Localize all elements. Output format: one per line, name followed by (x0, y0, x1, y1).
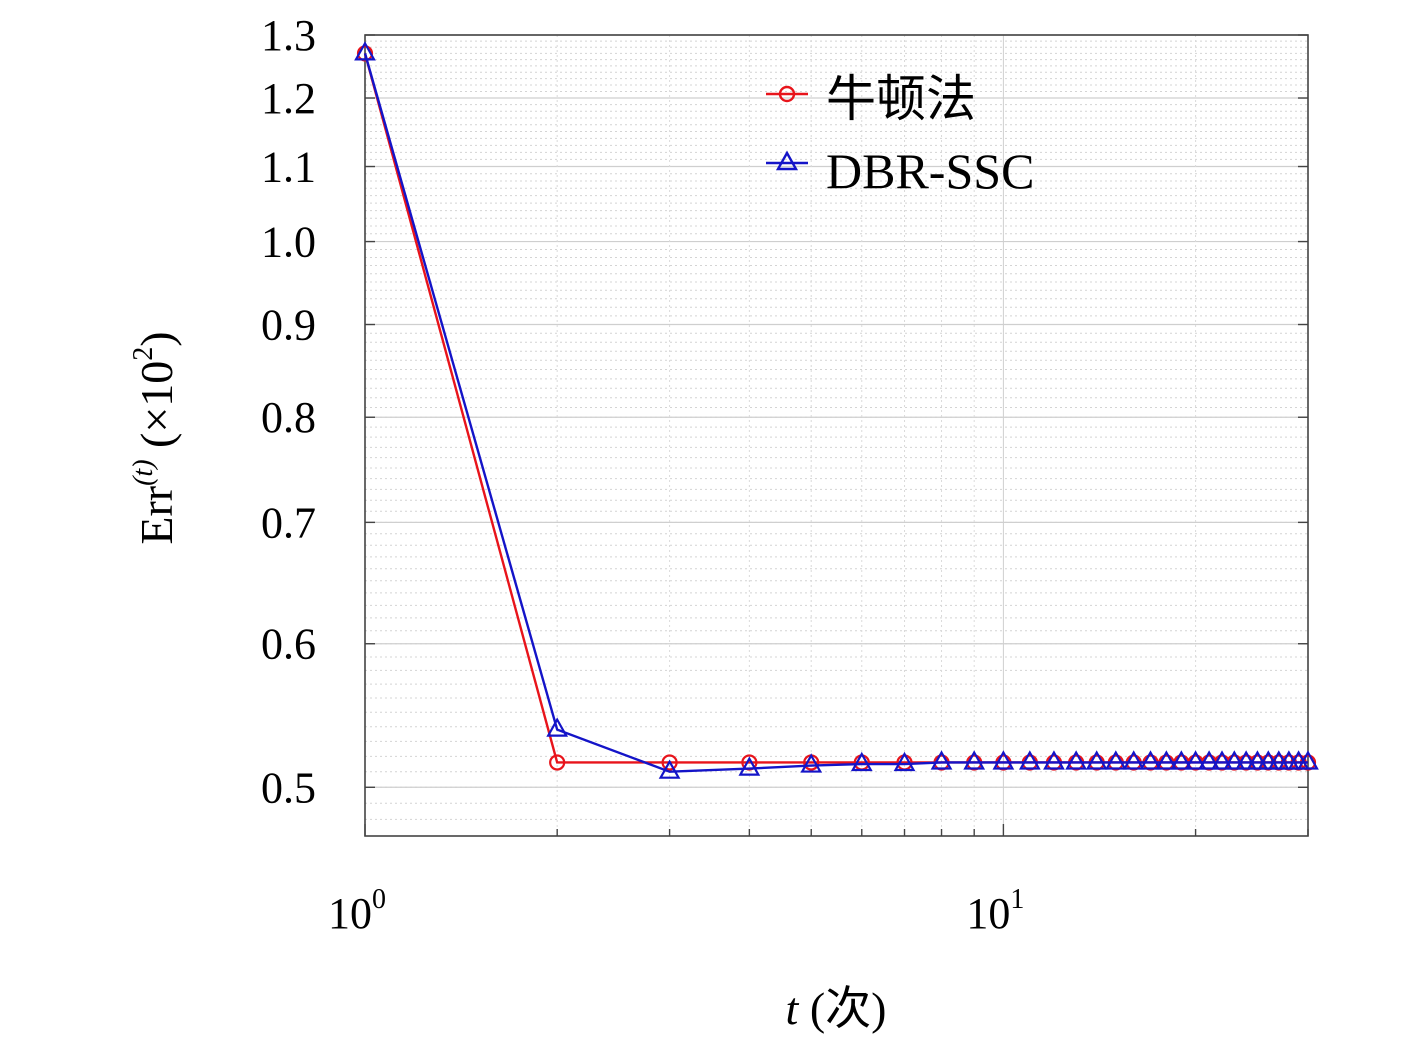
plot-frame (364, 34, 1309, 837)
y-axis-label-factor-suffix: ) (131, 331, 182, 346)
data-point (1184, 750, 1207, 770)
legend-marker-newton (778, 85, 796, 103)
y-tick-label: 1.1 (261, 143, 316, 192)
data-point (1018, 750, 1041, 770)
data-point (800, 753, 823, 773)
y-tick-label: 0.9 (261, 301, 316, 350)
y-tick-label: 1.2 (261, 74, 316, 123)
y-axis-label: Err(t) (×102) (128, 331, 182, 544)
data-point (354, 41, 376, 61)
data-point (930, 750, 953, 770)
data-point (850, 751, 873, 772)
y-axis-label-factor: (×10 (131, 361, 182, 460)
data-point (963, 750, 986, 770)
data-point (893, 751, 916, 772)
x-axis-label: t (次) (786, 983, 887, 1034)
legend-marker-dbr-ssc (775, 150, 799, 171)
legend: 牛顿法 DBR-SSC (766, 71, 1034, 199)
series-dbr-ssc (354, 41, 1319, 779)
data-point (1085, 750, 1108, 770)
x-tick-label: 100 (328, 884, 386, 938)
y-tick-labels: 0.5 0.6 0.7 0.8 0.9 1.0 1.1 1.2 1.3 (261, 11, 316, 812)
data-point (1223, 750, 1246, 770)
x-tick-labels: 100 101 (328, 884, 1024, 938)
data-point (1043, 750, 1065, 770)
data-point (1104, 750, 1127, 770)
y-tick-label: 0.7 (261, 498, 316, 547)
x-tick-label: 101 (966, 884, 1024, 938)
data-point (1170, 750, 1193, 770)
y-tick-label: 0.8 (261, 393, 316, 442)
data-point (549, 754, 566, 771)
data-point (661, 754, 678, 771)
legend-label-dbr-ssc: DBR-SSC (826, 143, 1034, 199)
x-tick-exponent: 0 (372, 884, 386, 915)
y-tick-label: 0.6 (261, 620, 316, 669)
data-point (1198, 750, 1220, 770)
data-point (1257, 750, 1280, 770)
data-point (1246, 750, 1269, 770)
x-tick-exponent: 1 (1010, 884, 1024, 915)
data-point (1139, 750, 1162, 770)
data-point (1122, 750, 1145, 770)
y-axis-label-main: Err (131, 486, 182, 545)
series-layer (354, 41, 1319, 779)
y-tick-label: 0.5 (261, 763, 316, 812)
y-axis-label-factor-exponent: 2 (128, 347, 159, 361)
data-point (1155, 750, 1178, 770)
legend-label-newton: 牛顿法 (826, 71, 976, 127)
x-axis-label-suffix: (次) (798, 983, 886, 1034)
y-tick-label: 1.3 (261, 11, 316, 60)
series-line (363, 53, 1308, 773)
data-point (1065, 750, 1088, 770)
y-tick-label: 1.0 (261, 218, 316, 267)
data-point (992, 750, 1015, 770)
y-axis-label-superscript: (t) (128, 459, 159, 485)
x-axis-label-main: t (786, 983, 800, 1034)
data-point (546, 717, 569, 737)
data-point (1211, 750, 1233, 770)
x-tick-base: 10 (328, 889, 372, 938)
data-point (1297, 750, 1319, 770)
axis-ticks (364, 34, 1309, 836)
data-point (658, 759, 681, 779)
x-tick-base: 10 (966, 889, 1010, 938)
data-point (1235, 750, 1258, 770)
data-point (738, 756, 761, 776)
